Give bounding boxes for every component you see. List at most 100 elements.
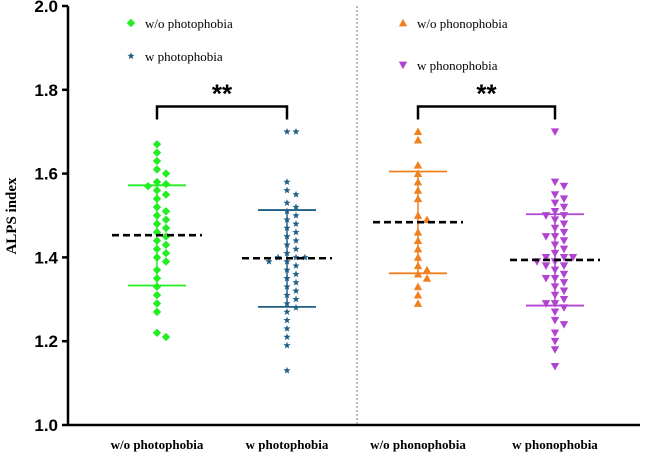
data-point — [413, 290, 423, 299]
data-point — [152, 148, 162, 157]
data-point — [283, 127, 291, 135]
data-point — [559, 279, 569, 287]
data-point — [541, 233, 551, 241]
data-point — [152, 307, 162, 317]
significance-label: ** — [212, 79, 233, 109]
y-tick-label: 1.8 — [34, 81, 58, 100]
data-point — [283, 308, 291, 315]
legend-label: w phonophobia — [417, 58, 498, 73]
data-point — [550, 128, 560, 136]
data-point — [550, 191, 560, 199]
data-point — [541, 254, 551, 262]
data-point — [161, 215, 171, 224]
y-tick-label: 1.2 — [34, 332, 58, 351]
data-point — [265, 257, 273, 265]
data-point — [292, 270, 300, 278]
legend-label: w/o phonophobia — [417, 16, 508, 31]
legend: w/o photophobia w photophobia w/o phonopho… — [126, 16, 508, 73]
data-point — [541, 262, 551, 270]
data-point — [152, 299, 162, 308]
data-point — [559, 212, 569, 220]
y-axis-label: ALPS index — [4, 177, 20, 255]
legend-marker — [398, 18, 408, 27]
data-point — [413, 135, 423, 144]
data-point — [559, 270, 569, 279]
data-point — [292, 253, 300, 261]
data-point — [283, 333, 291, 341]
data-point — [413, 161, 423, 169]
data-point — [152, 165, 162, 174]
data-point — [292, 245, 300, 253]
data-point — [541, 212, 551, 220]
data-point — [283, 341, 291, 349]
category-label: w phonophobia — [512, 437, 598, 452]
data-point — [422, 265, 432, 274]
data-point — [413, 127, 423, 136]
y-tick-label: 1.6 — [34, 165, 58, 184]
data-point — [152, 290, 162, 300]
data-point — [161, 257, 171, 266]
data-point — [292, 190, 300, 198]
summary-lines — [112, 170, 600, 308]
data-point — [152, 328, 162, 338]
legend-label: w/o photophobia — [145, 16, 233, 31]
significance-bracket — [155, 105, 289, 120]
legend-marker — [398, 61, 408, 70]
category-label: w photophobia — [246, 437, 329, 452]
data-point — [301, 253, 309, 261]
data-point — [413, 299, 423, 307]
data-point — [559, 295, 569, 304]
data-point — [152, 282, 162, 291]
data-point — [559, 203, 569, 212]
data-point — [161, 332, 171, 342]
category-label: w/o photophobia — [111, 437, 204, 452]
data-point — [283, 199, 291, 206]
data-point — [283, 366, 291, 374]
data-points — [143, 127, 578, 374]
significance-label: ** — [476, 79, 497, 109]
data-point — [152, 140, 162, 149]
y-tick-label: 1.0 — [34, 416, 58, 435]
data-point — [559, 228, 569, 237]
data-point — [559, 237, 569, 245]
data-point — [550, 178, 560, 187]
significance-bracket — [416, 105, 557, 120]
data-point — [161, 223, 171, 233]
data-point — [550, 346, 560, 354]
data-point — [283, 186, 291, 194]
data-point — [559, 245, 569, 254]
data-point — [152, 177, 162, 187]
data-point — [422, 274, 432, 282]
data-point — [550, 308, 560, 317]
data-point — [541, 300, 551, 308]
data-point — [283, 178, 291, 186]
data-point — [292, 287, 300, 294]
data-point — [292, 295, 300, 303]
data-point — [161, 179, 171, 189]
category-label: w/o phonophobia — [370, 437, 466, 452]
data-point — [292, 228, 300, 236]
data-point — [550, 316, 560, 325]
category-labels: w/o photophobia w photophobia w/o phonopho… — [111, 437, 599, 452]
data-point — [292, 127, 300, 135]
data-point — [292, 203, 300, 211]
data-point — [550, 362, 560, 371]
data-point — [292, 278, 300, 286]
data-point — [541, 274, 551, 283]
legend-marker — [126, 18, 136, 28]
data-point — [550, 329, 560, 338]
data-point — [559, 262, 569, 270]
data-point — [559, 220, 569, 229]
data-point — [292, 261, 300, 269]
data-point — [568, 254, 578, 262]
legend-label: w photophobia — [145, 49, 223, 64]
data-point — [283, 316, 291, 324]
y-ticks: 1.0 1.2 1.4 1.6 1.8 2.0 — [34, 0, 68, 435]
data-point — [152, 156, 162, 166]
data-point — [559, 195, 569, 203]
legend-marker — [127, 52, 135, 60]
y-tick-label: 1.4 — [34, 248, 58, 267]
y-tick-label: 2.0 — [34, 0, 58, 16]
data-point — [550, 199, 560, 208]
